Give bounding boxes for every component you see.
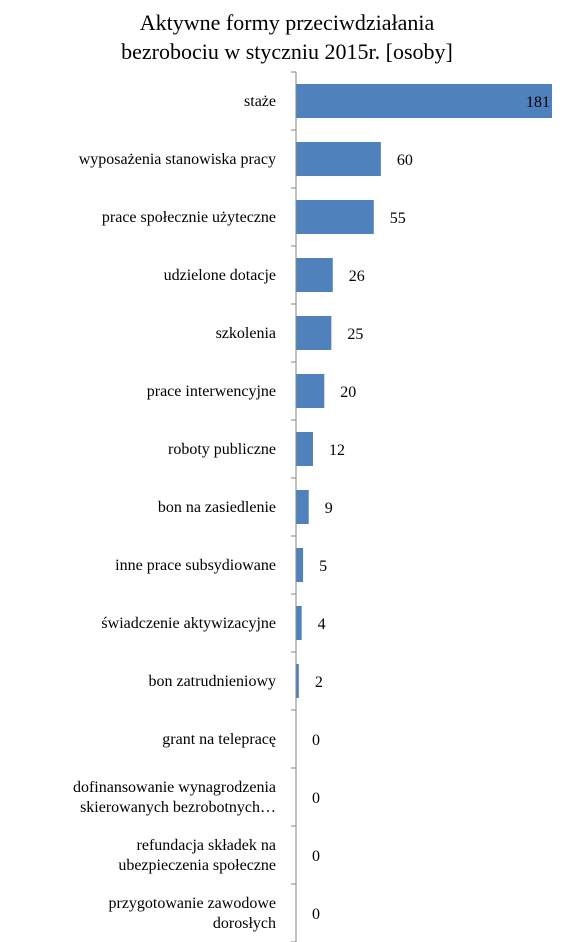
data-label: 0 bbox=[312, 732, 320, 749]
bar bbox=[296, 258, 333, 292]
category-label: ubezpieczenia społeczne bbox=[118, 857, 276, 874]
bar bbox=[296, 664, 299, 698]
category-label: wyposażenia stanowiska pracy bbox=[79, 151, 276, 168]
data-label: 4 bbox=[318, 616, 326, 633]
data-label: 25 bbox=[347, 326, 363, 343]
data-label: 5 bbox=[319, 558, 327, 575]
bar bbox=[296, 316, 332, 350]
category-label: bon zatrudnieniowy bbox=[148, 673, 276, 690]
category-label: świadczenie aktywizacyjne bbox=[101, 615, 276, 632]
data-label: 0 bbox=[312, 790, 320, 807]
category-label: przygotowanie zawodowe bbox=[109, 895, 277, 912]
chart-title: Aktywne formy przeciwdziałania bezroboci… bbox=[121, 10, 453, 64]
category-label: roboty publiczne bbox=[168, 441, 276, 458]
bars bbox=[296, 84, 552, 698]
data-label: 26 bbox=[349, 268, 365, 285]
category-label: refundacja składek na bbox=[137, 837, 276, 854]
category-axis bbox=[291, 71, 297, 942]
data-label: 0 bbox=[312, 906, 320, 923]
category-label: udzielone dotacje bbox=[164, 267, 276, 284]
bar bbox=[296, 548, 304, 582]
category-label: skierowanych bezrobotnych… bbox=[80, 799, 276, 816]
chart-title-line-2: bezrobociu w styczniu 2015r. [osoby] bbox=[121, 39, 453, 64]
data-label: 60 bbox=[397, 152, 413, 169]
bar bbox=[296, 84, 552, 118]
data-label: 55 bbox=[390, 210, 406, 227]
bar bbox=[296, 374, 325, 408]
data-label: 181 bbox=[526, 94, 550, 111]
category-label: dorosłych bbox=[213, 915, 276, 932]
category-label: staże bbox=[244, 93, 276, 110]
chart-title-line-1: Aktywne formy przeciwdziałania bbox=[140, 10, 435, 35]
category-label: bon na zasiedlenie bbox=[158, 499, 276, 516]
data-label: 0 bbox=[312, 848, 320, 865]
category-label: szkolenia bbox=[216, 325, 276, 342]
data-label: 9 bbox=[325, 500, 333, 517]
data-label: 20 bbox=[340, 384, 356, 401]
category-label: grant na telepracę bbox=[162, 731, 276, 748]
bar bbox=[296, 432, 313, 466]
category-labels: staże wyposażenia stanowiska pracy prace s… bbox=[73, 93, 276, 932]
bar bbox=[296, 606, 302, 640]
category-label: prace interwencyjne bbox=[147, 383, 276, 400]
bar bbox=[296, 142, 381, 176]
bar bbox=[296, 200, 374, 234]
category-label: prace społecznie użyteczne bbox=[102, 209, 276, 226]
category-label: dofinansowanie wynagrodzenia bbox=[73, 779, 276, 796]
data-label: 12 bbox=[329, 442, 345, 459]
data-label: 2 bbox=[315, 674, 323, 691]
category-label: inne prace subsydiowane bbox=[115, 557, 276, 574]
bar bbox=[296, 490, 309, 524]
